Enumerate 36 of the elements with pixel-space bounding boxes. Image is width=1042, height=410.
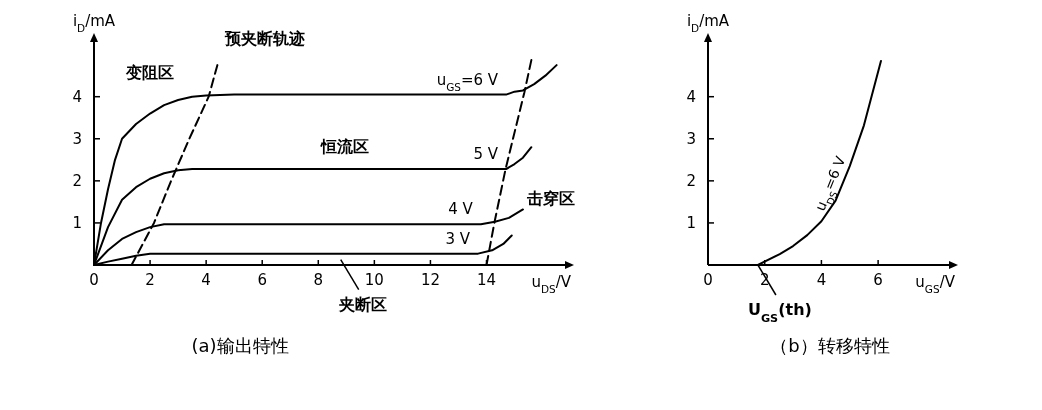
x-tick-label: 0 <box>89 271 99 289</box>
x-tick-label: 10 <box>364 271 384 289</box>
y-tick-label: 4 <box>72 87 82 106</box>
y-tick-label: 4 <box>686 87 696 106</box>
y-tick-label: 2 <box>72 171 82 190</box>
y-tick-label: 3 <box>686 129 696 148</box>
annotation: U$_{GS}$(th) <box>747 300 812 325</box>
x-tick-label: 14 <box>476 271 497 289</box>
text: (a)输出特性 <box>191 335 289 356</box>
annotation: 恒流区 <box>320 137 369 156</box>
annotation: 击穿区 <box>526 189 575 208</box>
x-axis-title: u$_{GS}$/V <box>915 273 956 295</box>
x-tick-label: 12 <box>420 271 440 289</box>
x-axis-title: u$_{DS}$/V <box>531 273 572 295</box>
text: （b）转移特性 <box>770 335 890 356</box>
y-tick-label: 2 <box>686 171 696 190</box>
series-label: u$_{GS}$=6 V <box>436 70 499 93</box>
x-tick-label: 8 <box>313 271 324 289</box>
x-tick-label: 2 <box>145 271 155 289</box>
y-tick-label: 3 <box>72 129 82 148</box>
x-tick-label: 2 <box>759 271 770 289</box>
annotation: 夹断区 <box>337 294 387 314</box>
series-label: 3 V <box>445 229 471 248</box>
x-tick-label: 0 <box>703 271 713 289</box>
annotation: 预夹断轨迹 <box>224 29 305 48</box>
x-tick-label: 6 <box>873 271 883 289</box>
x-tick-label: 6 <box>257 271 267 289</box>
annotation: 变阻区 <box>125 63 174 82</box>
y-axis-title: i$_{D}$/mA <box>72 12 116 34</box>
y-tick-label: 1 <box>72 213 82 232</box>
y-axis-title: i$_{D}$/mA <box>686 12 730 34</box>
x-tick-label: 4 <box>816 271 827 289</box>
series-label: 5 V <box>473 145 499 164</box>
y-tick-label: 1 <box>686 213 696 232</box>
series-label: 4 V <box>448 200 474 219</box>
x-tick-label: 4 <box>201 271 211 289</box>
